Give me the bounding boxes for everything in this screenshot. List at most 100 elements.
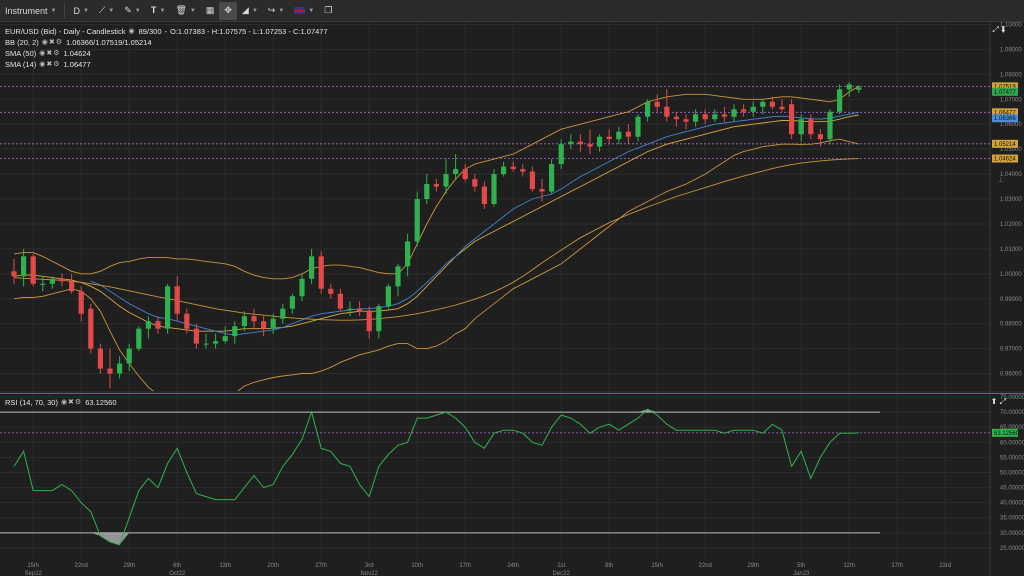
candle-body <box>683 119 689 122</box>
timeframe-label: D <box>73 5 80 16</box>
instrument-info: EUR/USD (Bid) - Daily - Candlestick ◉ 89… <box>5 26 328 37</box>
rsi-tag <box>992 428 1018 437</box>
timeframe-selector[interactable]: D ▼ <box>68 0 93 22</box>
candle-body <box>97 348 103 369</box>
y-tick-label: 75.00000 <box>1000 395 1024 401</box>
candle-body <box>664 106 670 117</box>
y-tick-label: 30.00000 <box>1000 531 1024 537</box>
price-tag-label: 1.07477 <box>994 90 1016 96</box>
layout-icon: ▦ <box>205 5 215 15</box>
x-tick-sublabel: Sep22 <box>25 571 43 576</box>
indicator-controls-icon[interactable]: ◉✖⚙ <box>39 50 61 57</box>
y-tick-label: 0.99000 <box>1000 297 1022 303</box>
candle-body <box>491 174 497 205</box>
price-chart[interactable]: 1.10000 1.09000 1.08000 1.07000 1.06000 1.050… <box>0 22 1024 391</box>
candle-body <box>673 116 679 120</box>
chart-type-icon: ◢ <box>241 5 249 15</box>
instrument-selector[interactable]: Instrument ▼ <box>0 0 61 22</box>
panel-controls: ⤢ ⬇ <box>992 25 1006 35</box>
delete-drawings-button[interactable]: 🗑 ▼ <box>170 0 200 22</box>
line-tool-button[interactable]: ⟋ ▼ <box>94 0 119 22</box>
expand-icon[interactable]: ⤢ <box>992 25 999 34</box>
y-tick-label: 0.97000 <box>1000 347 1022 353</box>
candle-body <box>520 169 526 172</box>
series-line-bb_middle <box>13 114 859 332</box>
x-tick-label: 24th <box>507 563 519 569</box>
toolbar: Instrument ▼ D ▼ ⟋ ▼ ✎ ▼ 𝐓 ▼ 🗑 ▼ ▦ ✥ ◢ ▼ ↪ ▼ ▼… <box>0 0 1024 22</box>
candle-body <box>654 101 660 107</box>
arrow-down-icon[interactable]: ⬇ <box>1001 25 1006 34</box>
y-tick-label: 0.96000 <box>1000 372 1022 378</box>
candle-body <box>817 134 823 140</box>
candle-body <box>78 291 84 314</box>
legend-separator: - <box>164 27 168 36</box>
candle-body <box>472 179 478 187</box>
rsi-tag-label: 63.12560 <box>994 431 1020 437</box>
candle-body <box>481 186 487 205</box>
price-tag <box>992 114 1018 123</box>
rsi-panel[interactable]: RSI (14, 70, 30) ◉✖⚙ 63.12560 ⬆ ⤢ 75.000… <box>0 393 1024 576</box>
x-tick-sublabel: Dec22 <box>553 571 571 576</box>
y-tick-label: 60.00000 <box>1000 440 1024 446</box>
candle-body <box>203 343 209 345</box>
chevron-down-icon: ▼ <box>159 7 166 14</box>
candle-body <box>318 256 324 289</box>
language-button[interactable]: ▼ <box>289 0 319 22</box>
pencil-tool-button[interactable]: ✎ ▼ <box>119 0 146 22</box>
chart-type-button[interactable]: ◢ ▼ <box>237 0 263 22</box>
share-button[interactable]: ↪ ▼ <box>263 0 290 22</box>
y-tick-label: 1.06000 <box>1000 122 1022 128</box>
indicator-value: 1.04624 <box>63 49 91 58</box>
indicator-controls-icon[interactable]: ◉✖⚙ <box>41 39 64 46</box>
y-tick-label: 0.98000 <box>1000 322 1022 328</box>
candle-body <box>625 131 631 137</box>
y-tick-label: 1.03000 <box>1000 197 1022 203</box>
rsi-name: RSI (14, 70, 30) <box>5 398 58 407</box>
arrow-up-icon[interactable]: ⬆ <box>990 397 998 406</box>
x-tick-label: 3rd <box>365 563 374 569</box>
candle-body <box>741 109 747 112</box>
y-tick-label: 1.01000 <box>1000 247 1022 253</box>
candle-body <box>222 336 228 342</box>
eye-icon[interactable]: ◉ <box>128 28 136 35</box>
x-tick-label: 17th <box>459 563 471 569</box>
indicator-controls-icon[interactable]: ◉✖⚙ <box>60 399 83 406</box>
chevron-down-icon: ▼ <box>308 7 315 14</box>
series-line-bb_upper <box>13 85 860 280</box>
rsi-chart[interactable]: 75.00000 70.00000 65.00000 60.00000 55.00000… <box>0 394 1024 576</box>
crosshair-button[interactable]: ✥ <box>219 1 237 20</box>
expand-icon[interactable]: ⤢ <box>999 397 1006 406</box>
indicator-name: BB (20, 2) <box>5 38 39 47</box>
y-tick-label: 45.00000 <box>1000 486 1024 492</box>
panel-divider[interactable] <box>0 391 1024 393</box>
y-tick-label: 70.00000 <box>1000 410 1024 416</box>
ohlc-values: O:1.07383 - H:1.07575 - L:1.07253 - C:1.… <box>170 27 328 36</box>
candle-body <box>827 111 833 140</box>
price-panel[interactable]: EUR/USD (Bid) - Daily - Candlestick ◉ 89… <box>0 22 1024 391</box>
candle-body <box>760 101 766 107</box>
x-tick-label: 6th <box>173 563 181 569</box>
indicator-name: SMA (50) <box>5 49 37 58</box>
y-tick-label: 35.00000 <box>1000 516 1024 522</box>
candle-body <box>280 308 286 319</box>
candle-body <box>241 316 247 327</box>
popout-window-button[interactable]: ❐ <box>319 0 337 22</box>
candle-body <box>69 281 75 292</box>
candle-body <box>184 313 190 329</box>
candle-body <box>414 199 420 242</box>
candle-body <box>635 116 641 137</box>
crosshair-icon: ✥ <box>224 5 232 15</box>
candle-body <box>577 141 583 145</box>
chevron-down-icon: ▼ <box>134 7 141 14</box>
chart-title: EUR/USD (Bid) - Daily - Candlestick <box>5 27 126 36</box>
indicator-controls-icon[interactable]: ◉✖⚙ <box>39 61 61 68</box>
rsi-line <box>13 408 859 546</box>
series-line-sma50 <box>13 158 859 321</box>
x-tick-label: 27th <box>315 563 327 569</box>
candle-body <box>750 106 756 112</box>
candle-body <box>366 311 372 332</box>
text-tool-icon: 𝐓 <box>150 5 157 15</box>
text-tool-button[interactable]: 𝐓 ▼ <box>146 0 171 22</box>
layout-button[interactable]: ▦ <box>201 0 220 22</box>
price-tag-label: 1.04624 <box>994 157 1016 163</box>
